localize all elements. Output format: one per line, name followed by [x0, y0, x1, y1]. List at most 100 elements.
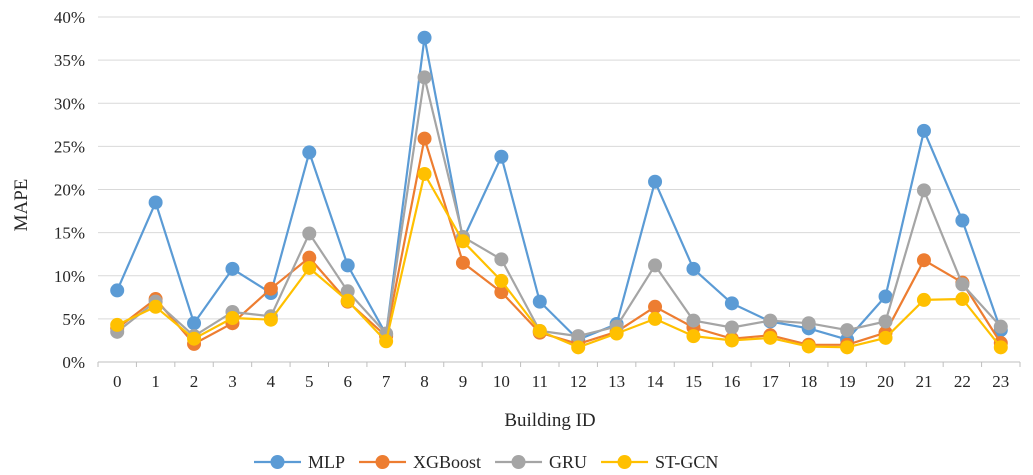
data-point	[955, 213, 970, 228]
legend-point-marker	[270, 455, 285, 469]
data-point	[993, 340, 1008, 355]
data-point	[916, 292, 931, 307]
data-point	[263, 281, 278, 296]
x-tick-label: 14	[647, 372, 665, 391]
series-st-gcn	[110, 166, 1008, 355]
data-point	[110, 317, 125, 332]
x-tick-label: 5	[305, 372, 314, 391]
legend-item: ST-GCN	[601, 452, 718, 472]
data-point	[455, 255, 470, 270]
y-tick-label: 5%	[62, 310, 85, 329]
data-point	[878, 330, 893, 345]
data-point	[571, 340, 586, 355]
data-point	[955, 277, 970, 292]
data-point	[993, 319, 1008, 334]
data-point	[571, 329, 586, 344]
legend-label: ST-GCN	[655, 452, 718, 472]
x-tick-label: 22	[954, 372, 971, 391]
data-point	[724, 320, 739, 335]
x-tick-label: 12	[570, 372, 587, 391]
data-point	[417, 131, 432, 146]
data-point	[340, 293, 355, 308]
x-tick-label: 4	[267, 372, 276, 391]
legend-point-marker	[617, 455, 632, 469]
data-point	[763, 313, 778, 328]
series-lines	[110, 30, 1008, 355]
x-tick-label: 21	[915, 372, 932, 391]
y-tick-label: 10%	[54, 267, 85, 286]
x-tick-label: 9	[459, 372, 468, 391]
x-tick-label: 1	[151, 372, 160, 391]
data-point	[494, 273, 509, 288]
x-tick-label: 23	[992, 372, 1009, 391]
data-point	[840, 323, 855, 338]
data-point	[840, 340, 855, 355]
x-tick-label: 19	[839, 372, 856, 391]
data-point	[916, 253, 931, 268]
data-point	[878, 314, 893, 329]
y-axis-ticks: 0% 5% 10% 15% 20% 25% 30% 35% 40%	[54, 8, 85, 372]
data-point	[302, 250, 317, 265]
data-point	[532, 294, 547, 309]
legend-point-marker	[375, 455, 390, 469]
data-point	[417, 30, 432, 45]
y-tick-label: 0%	[62, 353, 85, 372]
x-tick-label: 20	[877, 372, 894, 391]
data-point	[302, 226, 317, 241]
legend-item: GRU	[495, 452, 587, 472]
data-point	[187, 316, 202, 331]
x-tick-label: 6	[343, 372, 352, 391]
data-point	[494, 149, 509, 164]
y-tick-label: 30%	[54, 94, 85, 113]
y-tick-label: 15%	[54, 224, 85, 243]
data-point	[763, 330, 778, 345]
x-tick-label: 2	[190, 372, 199, 391]
data-point	[724, 296, 739, 311]
data-point	[686, 261, 701, 276]
data-point	[187, 331, 202, 346]
x-tick-label: 17	[762, 372, 780, 391]
data-point	[916, 123, 931, 138]
data-point	[648, 174, 663, 189]
x-tick-label: 8	[420, 372, 429, 391]
data-point	[686, 329, 701, 344]
data-point	[532, 323, 547, 338]
series-mlp	[110, 30, 1008, 347]
x-tick-label: 3	[228, 372, 237, 391]
x-tick-label: 11	[532, 372, 548, 391]
x-tick-label: 16	[723, 372, 740, 391]
x-tick-label: 7	[382, 372, 391, 391]
y-tick-label: 20%	[54, 181, 85, 200]
data-point	[379, 334, 394, 349]
x-tick-label: 0	[113, 372, 122, 391]
data-point	[916, 183, 931, 198]
legend: MLP XGBoost GRU ST-GCN	[254, 452, 718, 472]
data-point	[724, 333, 739, 348]
data-point	[110, 283, 125, 298]
data-point	[686, 313, 701, 328]
x-tick-label: 10	[493, 372, 510, 391]
data-point	[494, 252, 509, 267]
data-point	[609, 326, 624, 341]
data-point	[955, 292, 970, 307]
series-gru	[110, 70, 1008, 344]
data-point	[148, 299, 163, 314]
x-tick-label: 15	[685, 372, 702, 391]
x-tick-label: 13	[608, 372, 625, 391]
data-point	[417, 166, 432, 181]
data-point	[225, 261, 240, 276]
data-point	[648, 299, 663, 314]
legend-label: GRU	[549, 452, 587, 472]
x-axis-title: Building ID	[504, 410, 595, 431]
series-line	[116, 76, 1002, 338]
y-axis-title: MAPE	[11, 179, 32, 232]
legend-label: XGBoost	[413, 452, 481, 472]
data-point	[340, 258, 355, 273]
y-tick-label: 35%	[54, 51, 85, 70]
legend-label: MLP	[308, 452, 345, 472]
y-tick-label: 25%	[54, 137, 85, 156]
data-point	[648, 258, 663, 273]
data-point	[455, 234, 470, 249]
data-point	[801, 339, 816, 354]
